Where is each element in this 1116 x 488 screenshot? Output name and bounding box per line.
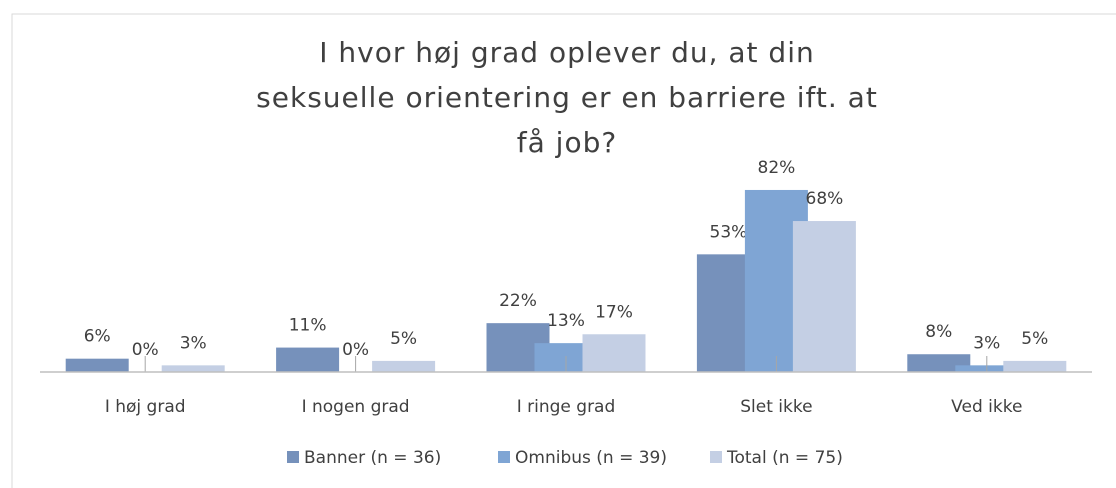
bar [65, 358, 129, 372]
x-tick-label: I nogen grad [302, 397, 410, 417]
bar [907, 354, 971, 372]
data-label: 17% [595, 302, 633, 322]
bar [161, 365, 225, 372]
data-label: 6% [84, 327, 111, 347]
bar [372, 360, 436, 372]
bar [582, 334, 646, 372]
legend-label: Omnibus (n = 39) [515, 448, 667, 468]
x-tick-label: I høj grad [105, 397, 186, 417]
data-label: 0% [132, 340, 159, 360]
data-label: 5% [1021, 329, 1048, 349]
data-label: 11% [289, 316, 327, 336]
x-tick-label: Ved ikke [951, 397, 1022, 417]
data-label: 3% [180, 333, 207, 353]
data-label: 5% [390, 329, 417, 349]
bar [276, 347, 340, 372]
legend-swatch [498, 451, 510, 463]
bar [792, 221, 856, 372]
x-tick-label: Slet ikke [740, 397, 812, 417]
data-label: 22% [499, 291, 537, 311]
legend-swatch [710, 451, 722, 463]
legend-label: Total (n = 75) [726, 448, 843, 468]
legend-label: Banner (n = 36) [304, 448, 441, 468]
bar [1003, 360, 1067, 372]
data-label: 3% [973, 333, 1000, 353]
x-tick-label: I ringe grad [517, 397, 616, 417]
legend-swatch [287, 451, 299, 463]
data-label: 82% [758, 158, 796, 178]
data-label: 68% [806, 189, 844, 209]
data-label: 8% [925, 322, 952, 342]
data-label: 13% [547, 311, 585, 331]
data-label: 53% [710, 222, 748, 242]
chart-title: I hvor høj grad oplever du, at din seksu… [256, 36, 878, 159]
data-label: 0% [342, 340, 369, 360]
chart-frame [11, 13, 1116, 488]
